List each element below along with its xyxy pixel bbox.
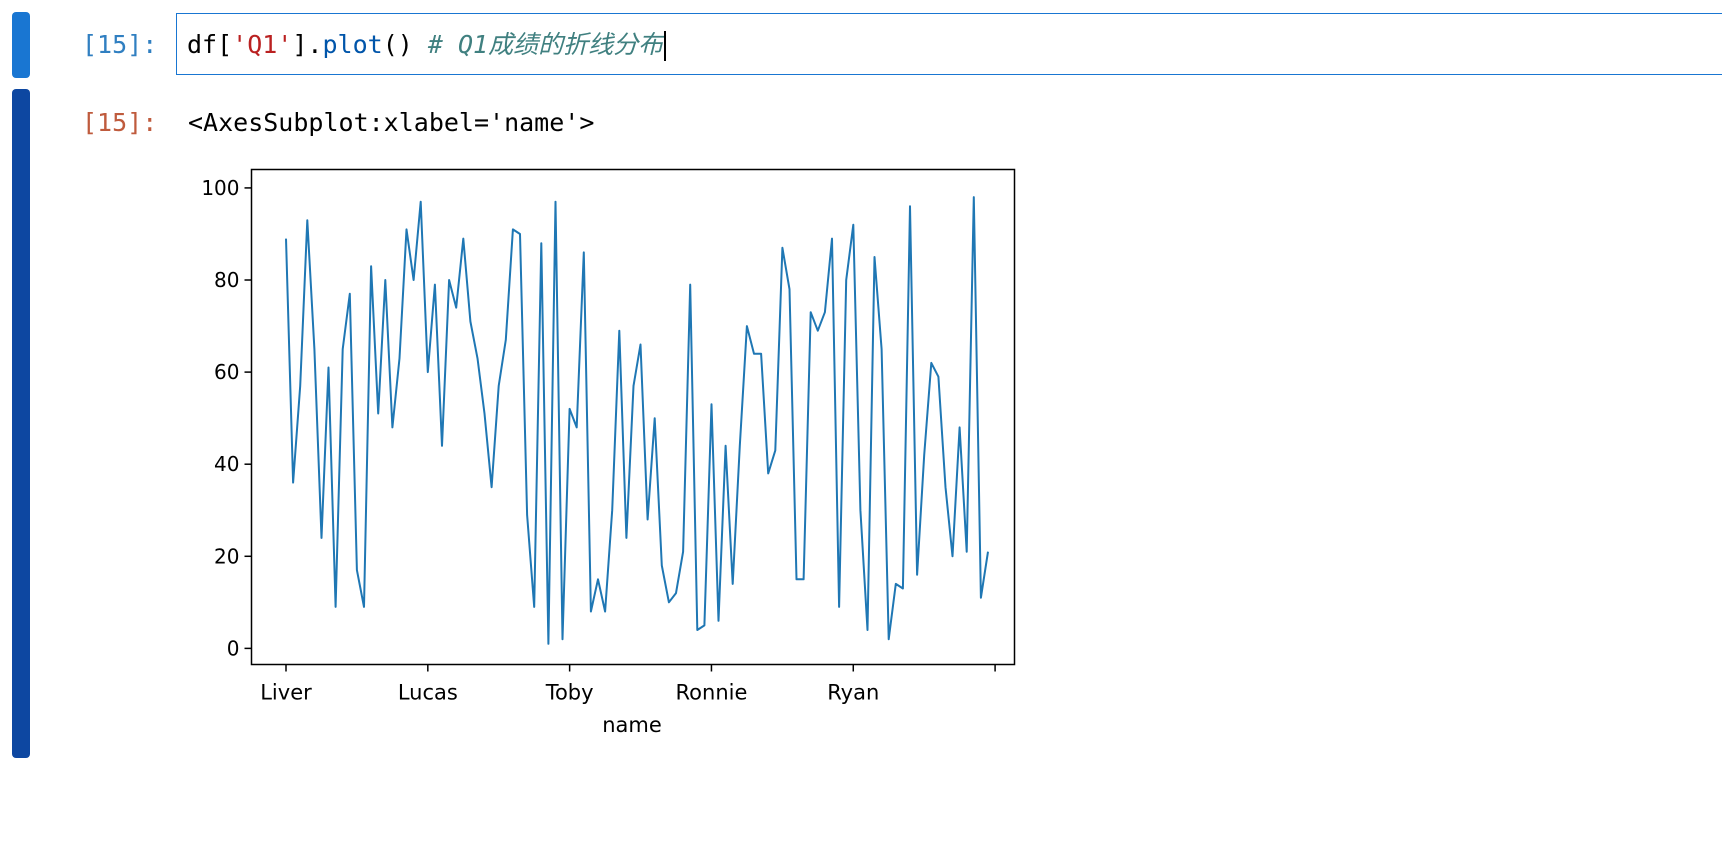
code-token-bracket: ].: [292, 30, 323, 59]
code-token-df: df[: [187, 30, 233, 59]
y-tick-label: 100: [201, 176, 239, 200]
code-comment: # Q1成绩的折线分布: [427, 30, 664, 59]
x-tick-label: Liver: [260, 681, 312, 705]
x-tick-label: Ryan: [827, 681, 879, 705]
q1-series-line: [285, 196, 989, 645]
y-tick-label: 40: [214, 452, 239, 476]
input-prompt: [15]:: [82, 30, 158, 59]
x-axis-label: name: [602, 713, 662, 737]
input-cell-selection-bar[interactable]: [12, 12, 30, 78]
text-caret: [664, 31, 667, 61]
code-token-string: 'Q1': [232, 30, 293, 59]
output-prompt: [15]:: [82, 108, 158, 137]
code-token-parens: (): [382, 30, 428, 59]
x-tick-label: Ronnie: [676, 681, 748, 705]
plot-frame: [250, 168, 1016, 666]
output-cell-collapse-bar[interactable]: [12, 89, 30, 758]
x-tick-label: Lucas: [398, 681, 458, 705]
x-tick-label: Toby: [545, 681, 594, 705]
code-editor[interactable]: df['Q1'].plot() # Q1成绩的折线分布: [176, 13, 1722, 75]
y-axis-ticks: 0 20 40 60 80 100: [201, 176, 252, 660]
y-tick-label: 60: [214, 360, 239, 384]
y-tick-label: 0: [227, 636, 240, 660]
x-axis-ticks: Liver Lucas Toby Ronnie Ryan: [260, 664, 996, 705]
y-tick-label: 20: [214, 544, 239, 568]
line-plot: 0 20 40 60 80 100 Liver Lucas Toby Ronnie Ryan na…: [201, 168, 1016, 737]
y-tick-label: 80: [214, 268, 239, 292]
output-repr-text: <AxesSubplot:xlabel='name'>: [188, 108, 595, 137]
code-token-method: plot: [322, 30, 383, 59]
